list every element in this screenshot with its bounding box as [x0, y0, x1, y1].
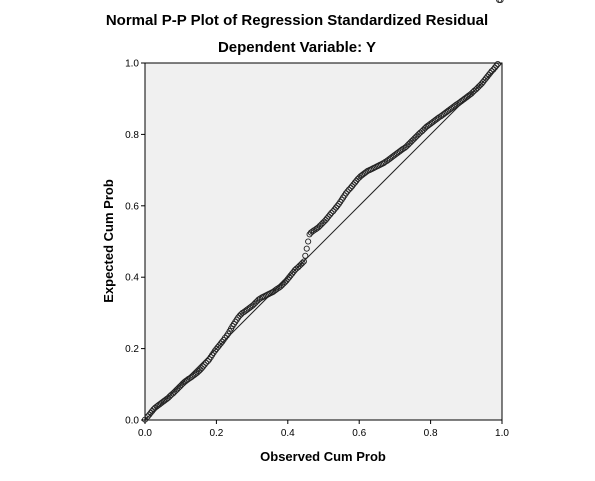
data-point [344, 188, 351, 195]
x-tick-label: 0.8 [424, 428, 438, 439]
data-point [334, 202, 341, 209]
x-tick-label: 1.0 [495, 428, 509, 439]
data-point [487, 69, 494, 77]
x-tick-label: 0.6 [352, 428, 366, 439]
y-axis-ticks: 0.0 0.2 0.4 0.6 0.8 1.0 [125, 59, 145, 427]
data-point [202, 359, 210, 366]
x-tick-label: 0.0 [138, 428, 152, 439]
x-tick-label: 0.4 [281, 428, 295, 439]
y-tick-label: 0.2 [125, 344, 139, 355]
data-point [303, 245, 310, 252]
data-point [494, 61, 501, 68]
x-tick-label: 0.2 [209, 428, 223, 439]
y-tick-label: 0.8 [125, 130, 139, 141]
y-tick-label: 0.6 [125, 201, 139, 212]
y-tick-label: 0.4 [125, 273, 139, 284]
data-point [219, 338, 226, 345]
data-point [326, 211, 333, 218]
data-point [305, 238, 312, 245]
y-axis-label: Expected Cum Prob [101, 179, 116, 303]
data-points-layer [141, 0, 504, 423]
data-point [300, 258, 307, 265]
data-point [345, 186, 352, 193]
data-point [299, 259, 306, 266]
x-axis-label: Observed Cum Prob [260, 449, 386, 464]
chart-title: Normal P-P Plot of Regression Standardiz… [106, 12, 488, 29]
data-point [497, 0, 504, 4]
data-point [201, 361, 208, 368]
data-point [328, 209, 335, 216]
data-point [302, 252, 309, 259]
x-axis-ticks: 0.0 0.2 0.4 0.6 0.8 1.0 [138, 420, 509, 439]
data-point [204, 358, 211, 365]
y-tick-label: 1.0 [125, 59, 139, 70]
data-point [363, 168, 370, 175]
y-tick-label: 0.0 [125, 416, 139, 427]
chart-subtitle: Dependent Variable: Y [218, 39, 376, 56]
data-point [488, 68, 495, 75]
data-point [493, 62, 500, 69]
